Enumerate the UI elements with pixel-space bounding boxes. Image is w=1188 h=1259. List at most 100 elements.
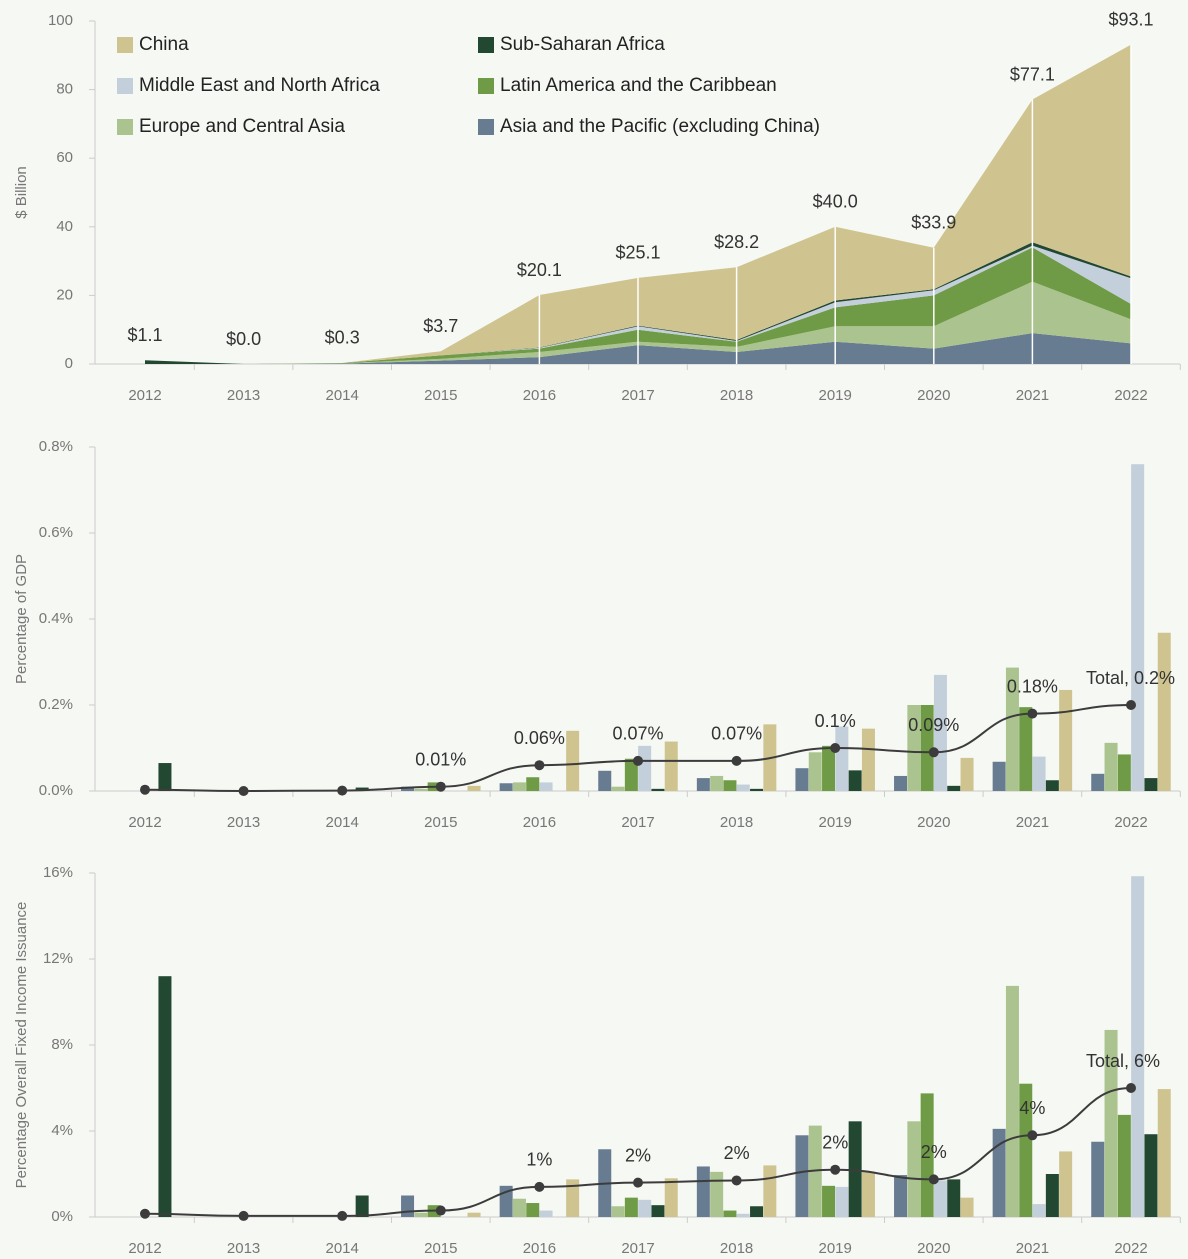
bar	[848, 770, 862, 791]
x-tick-label: 2012	[128, 387, 161, 404]
x-tick-label: 2015	[424, 814, 457, 831]
x-tick-label: 2022	[1114, 387, 1147, 404]
bar	[808, 752, 822, 791]
total-label: $40.0	[813, 192, 858, 212]
bar	[947, 785, 961, 791]
legend-label: Latin America and the Caribbean	[500, 75, 777, 96]
bar	[710, 775, 724, 791]
bar	[992, 1128, 1006, 1217]
total-point	[140, 1208, 150, 1219]
bar	[795, 768, 809, 791]
bar	[611, 786, 625, 791]
x-tick-label: 2017	[621, 814, 654, 831]
total-label: 1%	[526, 1150, 552, 1170]
bar	[835, 1186, 849, 1217]
bar	[696, 778, 710, 791]
y-tick-label: 60	[56, 149, 73, 166]
total-point	[1126, 700, 1136, 710]
bar	[1032, 756, 1046, 791]
y-axis-label: Percentage of GDP	[13, 554, 30, 684]
bar	[1091, 1141, 1105, 1217]
y-tick-label: 0%	[51, 1208, 73, 1225]
x-tick-label: 2012	[128, 814, 161, 831]
total-point	[731, 755, 742, 766]
x-tick-label: 2013	[227, 387, 260, 404]
bar	[414, 788, 428, 791]
y-tick-label: 40	[56, 218, 73, 235]
total-label: $20.1	[517, 260, 562, 280]
total-point	[633, 755, 643, 766]
bar	[355, 1195, 369, 1217]
legend-swatch	[478, 119, 494, 135]
x-tick-label: 2017	[621, 1240, 654, 1257]
total-point	[1126, 1083, 1136, 1093]
x-tick-label: 2014	[326, 387, 359, 404]
bar	[933, 674, 947, 791]
y-tick-label: 0.6%	[39, 524, 73, 541]
bar	[1032, 1204, 1046, 1217]
bar	[992, 761, 1006, 791]
bar	[467, 785, 481, 791]
bar	[710, 1171, 724, 1217]
x-tick-label: 2020	[917, 1240, 950, 1257]
bar	[1157, 632, 1171, 791]
total-label: 2%	[822, 1132, 848, 1152]
bar	[848, 1121, 862, 1217]
legend-label: Europe and Central Asia	[139, 116, 345, 137]
bar	[638, 745, 652, 791]
x-tick-label: 2022	[1114, 814, 1147, 831]
total-point	[435, 781, 446, 792]
total-label: 0.06%	[514, 728, 565, 748]
bar	[861, 728, 875, 791]
total-label: 2%	[724, 1143, 750, 1163]
bar	[1157, 1089, 1171, 1217]
bar	[920, 705, 934, 791]
x-tick-label: 2018	[720, 387, 753, 404]
total-point	[1027, 708, 1038, 719]
total-label: 2%	[625, 1145, 651, 1165]
legend-swatch	[478, 78, 494, 94]
x-tick-label: 2015	[424, 1240, 457, 1257]
total-line	[144, 1087, 1132, 1217]
x-tick-label: 2016	[523, 387, 556, 404]
x-tick-label: 2014	[326, 814, 359, 831]
total-label: 0.18%	[1007, 676, 1058, 696]
y-tick-label: 0.0%	[39, 782, 73, 799]
x-tick-label: 2021	[1016, 387, 1049, 404]
bar	[1144, 778, 1158, 791]
x-tick-label: 2020	[917, 814, 950, 831]
bar	[566, 730, 580, 791]
total-label: 4%	[1019, 1098, 1045, 1118]
x-tick-label: 2021	[1016, 814, 1049, 831]
bar	[638, 1199, 652, 1217]
bar	[736, 1213, 750, 1217]
bar	[723, 1210, 737, 1217]
total-label: $28.2	[714, 232, 759, 252]
x-tick-label: 2021	[1016, 1240, 1049, 1257]
bar	[1117, 754, 1131, 791]
total-label: $77.1	[1010, 64, 1055, 84]
bar	[1117, 1114, 1131, 1217]
x-tick-label: 2018	[720, 814, 753, 831]
total-point	[830, 743, 841, 753]
bar	[664, 1178, 678, 1217]
bar	[414, 1212, 428, 1217]
bar	[907, 705, 921, 791]
legend-swatch	[478, 37, 494, 53]
bar	[566, 1179, 580, 1217]
y-tick-label: 8%	[51, 1036, 73, 1053]
x-tick-label: 2019	[819, 387, 852, 404]
bar	[795, 1135, 809, 1217]
y-tick-label: 0.8%	[39, 438, 73, 455]
total-point	[534, 760, 545, 771]
total-point	[928, 747, 939, 758]
x-tick-label: 2015	[424, 387, 457, 404]
bar	[822, 745, 836, 791]
total-label: 0.1%	[815, 711, 856, 731]
legend-label: China	[139, 34, 189, 55]
total-point	[830, 1164, 841, 1175]
bar	[822, 1185, 836, 1217]
bar	[1104, 742, 1118, 791]
bar	[835, 726, 849, 791]
